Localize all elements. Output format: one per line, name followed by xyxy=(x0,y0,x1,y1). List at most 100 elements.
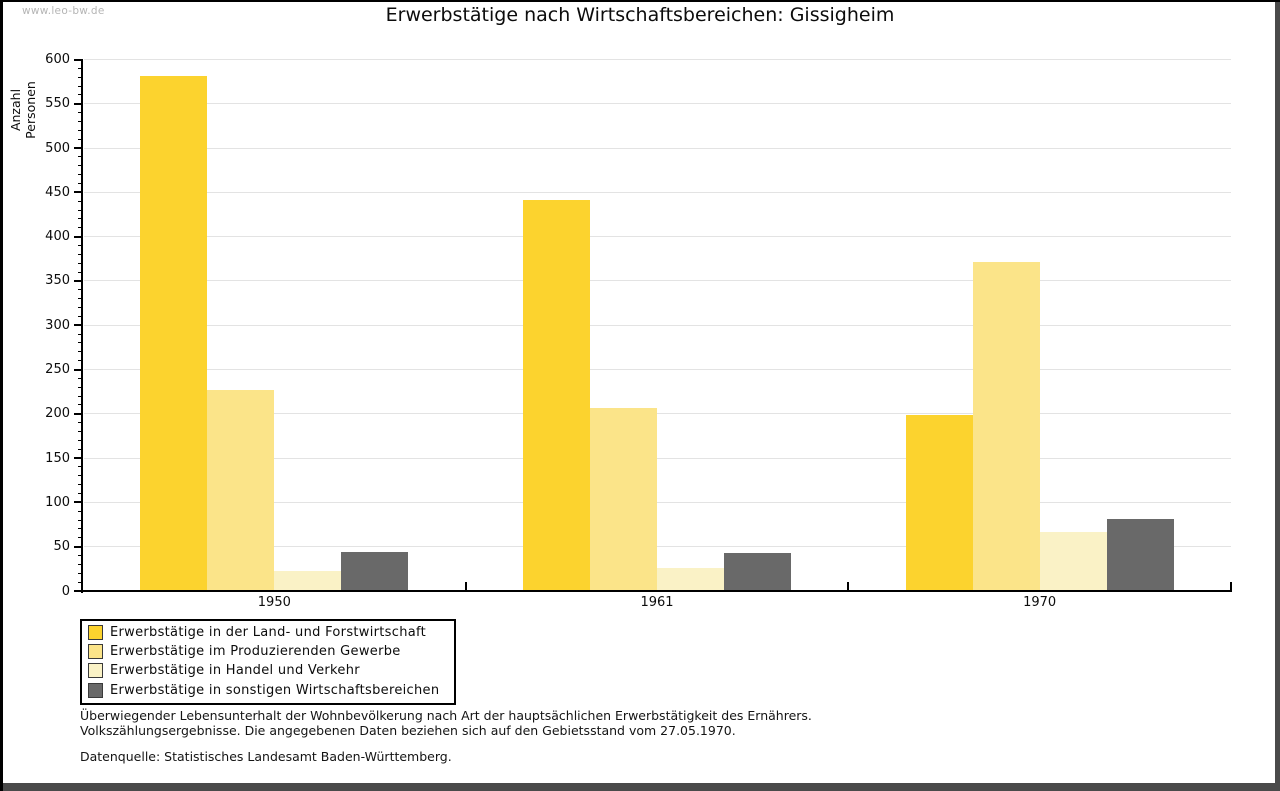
y-tick-label: 200 xyxy=(45,406,70,422)
legend-item-2: Erwerbstätige im Produzierenden Gewerbe xyxy=(82,642,454,661)
watermark: www.leo-bw.de xyxy=(22,5,105,17)
y-gridline xyxy=(84,457,1231,459)
legend: Erwerbstätige in der Land- und Forstwirt… xyxy=(80,619,456,705)
y-minor-tick xyxy=(78,351,83,353)
y-gridline xyxy=(84,280,1231,282)
bar-1961-s1 xyxy=(523,200,590,590)
y-major-tick xyxy=(74,235,83,238)
bar-1970-s4 xyxy=(1106,519,1174,590)
x-boundary-tick xyxy=(847,582,850,591)
bar-1950-s4 xyxy=(341,551,409,590)
y-minor-tick xyxy=(78,360,83,362)
legend-item-3: Erwerbstätige in Handel und Verkehr xyxy=(82,661,454,680)
y-minor-tick xyxy=(78,484,83,486)
y-axis-line xyxy=(81,59,83,593)
y-gridline xyxy=(84,413,1231,415)
y-minor-tick xyxy=(78,555,83,557)
bar-1970-s1 xyxy=(905,414,973,590)
y-gridline xyxy=(84,369,1231,371)
footnote-source: Datenquelle: Statistisches Landesamt Bad… xyxy=(80,749,452,764)
y-minor-tick xyxy=(78,519,83,521)
y-minor-tick xyxy=(78,333,83,335)
y-minor-tick xyxy=(78,156,83,158)
y-gridline xyxy=(84,324,1231,326)
legend-swatch-icon xyxy=(88,644,103,660)
y-gridline xyxy=(84,501,1231,503)
bar-1950-s3 xyxy=(274,571,342,590)
y-minor-tick xyxy=(78,76,83,78)
legend-swatch-icon xyxy=(88,682,103,698)
y-major-tick xyxy=(74,147,83,150)
y-minor-tick xyxy=(78,377,83,379)
y-tick-label: 550 xyxy=(45,96,70,112)
y-tick-label: 600 xyxy=(45,52,70,67)
y-major-tick xyxy=(74,590,83,592)
y-tick-label: 450 xyxy=(45,184,70,200)
y-gridline xyxy=(84,103,1231,105)
x-tick-label: 1950 xyxy=(257,595,291,610)
y-major-tick xyxy=(74,412,83,415)
y-minor-tick xyxy=(78,563,83,565)
y-minor-tick xyxy=(78,298,83,300)
y-gridline xyxy=(84,236,1231,238)
y-major-tick xyxy=(74,58,83,61)
bar-1961-s4 xyxy=(724,552,791,590)
y-minor-tick xyxy=(78,253,83,255)
y-minor-tick xyxy=(78,183,83,185)
y-minor-tick xyxy=(78,67,83,69)
y-tick-label: 50 xyxy=(53,539,70,555)
y-minor-tick xyxy=(78,165,83,167)
y-minor-tick xyxy=(78,262,83,264)
x-boundary-tick xyxy=(1230,582,1232,591)
y-minor-tick xyxy=(78,307,83,309)
chart-title: Erwerbstätige nach Wirtschaftsbereichen:… xyxy=(385,4,895,26)
y-minor-tick xyxy=(78,475,83,477)
y-minor-tick xyxy=(78,537,83,539)
legend-swatch-icon xyxy=(88,663,103,679)
y-tick-label: 150 xyxy=(45,450,70,466)
y-minor-tick xyxy=(78,510,83,512)
legend-label: Erwerbstätige in Handel und Verkehr xyxy=(110,663,360,679)
y-minor-tick xyxy=(78,528,83,530)
y-minor-tick xyxy=(78,85,83,87)
legend-item-4: Erwerbstätige in sonstigen Wirtschaftsbe… xyxy=(82,681,454,700)
x-axis-line xyxy=(81,590,1232,592)
y-minor-tick xyxy=(78,227,83,229)
y-gridline xyxy=(84,147,1231,149)
footnote: Überwiegender Lebensunterhalt der Wohnbe… xyxy=(80,708,812,765)
legend-item-1: Erwerbstätige in der Land- und Forstwirt… xyxy=(82,623,454,642)
legend-label: Erwerbstätige in sonstigen Wirtschaftsbe… xyxy=(110,682,440,698)
y-minor-tick xyxy=(78,466,83,468)
y-tick-label: 300 xyxy=(45,317,70,333)
y-gridline xyxy=(84,546,1231,548)
y-minor-tick xyxy=(78,138,83,140)
y-minor-tick xyxy=(78,245,83,247)
y-minor-tick xyxy=(78,439,83,441)
y-minor-tick xyxy=(78,112,83,114)
y-minor-tick xyxy=(78,121,83,122)
y-major-tick xyxy=(74,368,83,371)
y-minor-tick xyxy=(78,209,83,211)
y-tick-label: 400 xyxy=(45,229,70,245)
y-tick-label: 0 xyxy=(61,583,70,599)
x-tick-label: 1961 xyxy=(640,595,674,610)
y-minor-tick xyxy=(78,404,83,406)
bar-1970-s2 xyxy=(972,262,1040,590)
legend-label: Erwerbstätige im Produzierenden Gewerbe xyxy=(110,644,401,660)
bar-1950-s2 xyxy=(207,389,275,590)
footnote-line-1: Überwiegender Lebensunterhalt der Wohnbe… xyxy=(80,708,812,723)
bar-1961-s2 xyxy=(590,408,657,590)
y-minor-tick xyxy=(78,431,83,433)
y-axis-title: Anzahl Personen xyxy=(8,81,38,139)
y-major-tick xyxy=(74,191,83,194)
y-tick-label: 350 xyxy=(45,273,70,289)
y-minor-tick xyxy=(78,581,83,583)
y-tick-label: 250 xyxy=(45,362,70,378)
y-major-tick xyxy=(74,457,83,460)
y-major-tick xyxy=(74,324,83,327)
y-major-tick xyxy=(74,545,83,548)
y-tick-label: 100 xyxy=(45,494,70,510)
y-minor-tick xyxy=(78,493,83,495)
x-tick-label: 1970 xyxy=(1023,595,1057,610)
y-minor-tick xyxy=(78,174,83,176)
